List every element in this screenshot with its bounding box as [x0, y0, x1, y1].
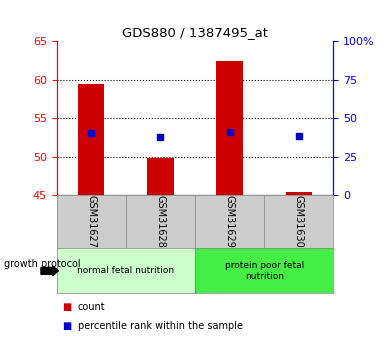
- Text: GSM31629: GSM31629: [225, 195, 235, 248]
- Text: growth protocol: growth protocol: [4, 259, 80, 269]
- Bar: [216, 61, 243, 195]
- Bar: [147, 158, 174, 195]
- Text: normal fetal nutrition: normal fetal nutrition: [77, 266, 174, 275]
- Title: GDS880 / 1387495_at: GDS880 / 1387495_at: [122, 26, 268, 39]
- Text: GSM31628: GSM31628: [155, 195, 165, 248]
- Text: ■: ■: [62, 321, 72, 331]
- Text: percentile rank within the sample: percentile rank within the sample: [78, 321, 243, 331]
- Text: GSM31630: GSM31630: [294, 195, 304, 248]
- Bar: [78, 83, 104, 195]
- Text: GSM31627: GSM31627: [86, 195, 96, 248]
- Text: count: count: [78, 302, 106, 312]
- Text: protein poor fetal
nutrition: protein poor fetal nutrition: [225, 261, 304, 280]
- Bar: [286, 192, 312, 195]
- Text: ■: ■: [62, 302, 72, 312]
